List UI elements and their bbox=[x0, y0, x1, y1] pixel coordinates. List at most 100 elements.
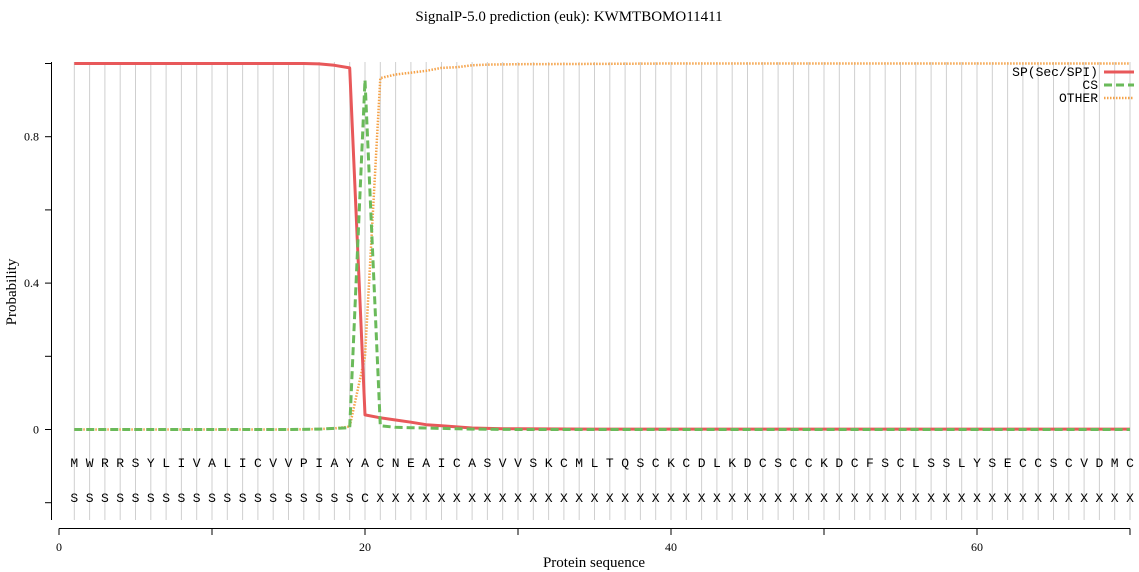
annotation-letter: S bbox=[208, 491, 216, 506]
annotation-letter: X bbox=[453, 491, 461, 506]
annotation-letter: S bbox=[300, 491, 308, 506]
series-layer bbox=[74, 62, 1130, 431]
sequence-residue: S bbox=[942, 456, 950, 471]
annotation-letter: S bbox=[285, 491, 293, 506]
annotation-letter: X bbox=[483, 491, 491, 506]
annotation-letter: C bbox=[361, 491, 369, 506]
annotation-letter: X bbox=[1080, 491, 1088, 506]
annotation-letter: X bbox=[1065, 491, 1073, 506]
vertical-gridlines bbox=[73, 62, 1131, 520]
annotation-letter: X bbox=[606, 491, 614, 506]
x-tick-label: 20 bbox=[359, 540, 371, 554]
sequence-residue: S bbox=[636, 456, 644, 471]
sequence-residue: D bbox=[744, 456, 752, 471]
sequence-residue: C bbox=[759, 456, 767, 471]
annotation-letter: S bbox=[193, 491, 201, 506]
sequence-residue: S bbox=[529, 456, 537, 471]
annotation-letter: X bbox=[713, 491, 721, 506]
chart-title: SignalP-5.0 prediction (euk): KWMTBOMO11… bbox=[415, 9, 722, 25]
sequence-residue: L bbox=[223, 456, 231, 471]
y-tick-label: 0 bbox=[33, 423, 39, 437]
annotation-letter: X bbox=[744, 491, 752, 506]
y-tick-label: 0.4 bbox=[24, 276, 39, 290]
x-tick-label: 40 bbox=[665, 540, 677, 554]
sequence-residue: L bbox=[912, 456, 920, 471]
sequence-residue: I bbox=[239, 456, 247, 471]
sequence-residue: A bbox=[330, 456, 338, 471]
legend-label: CS bbox=[1082, 78, 1098, 93]
annotation-letter: S bbox=[86, 491, 94, 506]
sequence-residue: V bbox=[285, 456, 293, 471]
annotation-letter: X bbox=[560, 491, 568, 506]
sequence-residue: M bbox=[1111, 456, 1119, 471]
annotation-letter: X bbox=[376, 491, 384, 506]
sequence-residue: E bbox=[407, 456, 415, 471]
annotation-letter: X bbox=[499, 491, 507, 506]
sequence-residue: V bbox=[269, 456, 277, 471]
sequence-residue: P bbox=[300, 456, 308, 471]
sequence-residue: S bbox=[927, 456, 935, 471]
sequence-residue: T bbox=[606, 456, 614, 471]
sequence-residue: V bbox=[1080, 456, 1088, 471]
sequence-residue: K bbox=[667, 456, 675, 471]
sequence-residue: V bbox=[499, 456, 507, 471]
sequence-residue: D bbox=[1095, 456, 1103, 471]
annotation-letter: X bbox=[1034, 491, 1042, 506]
annotation-letter: X bbox=[759, 491, 767, 506]
sequence-residue: A bbox=[422, 456, 430, 471]
annotation-letter: X bbox=[927, 491, 935, 506]
sequence-residue: S bbox=[774, 456, 782, 471]
annotation-letter: X bbox=[636, 491, 644, 506]
series-line-other bbox=[74, 62, 1130, 431]
sequence-residue: C bbox=[682, 456, 690, 471]
annotation-letter: S bbox=[101, 491, 109, 506]
sequence-residue: K bbox=[545, 456, 553, 471]
annotation-letter: X bbox=[897, 491, 905, 506]
sequence-residue: L bbox=[958, 456, 966, 471]
annotation-letter: X bbox=[621, 491, 629, 506]
sequence-residue: D bbox=[835, 456, 843, 471]
sequence-residue: C bbox=[851, 456, 859, 471]
sequence-residue: C bbox=[652, 456, 660, 471]
sequence-residue: M bbox=[70, 456, 78, 471]
annotation-letter: S bbox=[70, 491, 78, 506]
annotation-letter: X bbox=[1004, 491, 1012, 506]
annotation-letter: S bbox=[315, 491, 323, 506]
sequence-residue: Y bbox=[346, 456, 354, 471]
annotation-letter: X bbox=[422, 491, 430, 506]
sequence-residue: N bbox=[392, 456, 400, 471]
sequence-residue: S bbox=[1050, 456, 1058, 471]
annotation-letter: S bbox=[330, 491, 338, 506]
annotation-letter: X bbox=[575, 491, 583, 506]
annotation-letter: S bbox=[346, 491, 354, 506]
sequence-residue: C bbox=[1065, 456, 1073, 471]
sequence-residue: M bbox=[575, 456, 583, 471]
sequence-residue: S bbox=[881, 456, 889, 471]
annotation-letter: X bbox=[866, 491, 874, 506]
sequence-residue: C bbox=[453, 456, 461, 471]
annotation-letter: X bbox=[912, 491, 920, 506]
sequence-residue: C bbox=[805, 456, 813, 471]
annotation-letter: S bbox=[223, 491, 231, 506]
annotation-letter: X bbox=[1050, 491, 1058, 506]
sequence-residue: R bbox=[101, 456, 109, 471]
annotation-letter: X bbox=[973, 491, 981, 506]
annotation-letter: S bbox=[132, 491, 140, 506]
legend-label: OTHER bbox=[1059, 91, 1098, 106]
annotation-letter: S bbox=[269, 491, 277, 506]
annotation-letter: X bbox=[667, 491, 675, 506]
annotation-letter: S bbox=[147, 491, 155, 506]
sequence-residue: I bbox=[177, 456, 185, 471]
annotation-letter: X bbox=[698, 491, 706, 506]
sequence-residue: I bbox=[438, 456, 446, 471]
axes: 0 0.4 0.8 0 20 40 60 bbox=[24, 62, 1131, 554]
sequence-residue: C bbox=[789, 456, 797, 471]
annotation-letter: X bbox=[392, 491, 400, 506]
annotation-letter: X bbox=[682, 491, 690, 506]
annotation-letter: X bbox=[1126, 491, 1134, 506]
sequence-residue: S bbox=[988, 456, 996, 471]
sequence-residue: A bbox=[361, 456, 369, 471]
